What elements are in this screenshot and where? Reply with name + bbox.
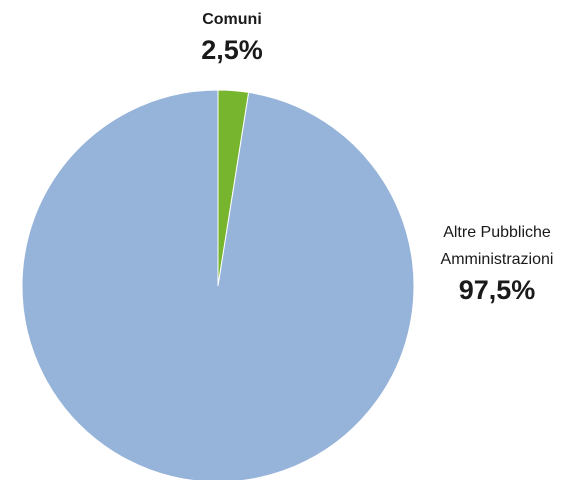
slice-label: Comuni 2,5% xyxy=(172,6,292,67)
value-label: 97,5% xyxy=(458,275,536,305)
value-label: 2,5% xyxy=(201,35,263,65)
category-label: Altre Pubbliche Amministrazioni xyxy=(440,224,554,268)
category-label: Comuni xyxy=(202,11,262,28)
slice-label: Altre Pubbliche Amministrazioni 97,5% xyxy=(432,219,562,307)
pie-slice xyxy=(21,89,415,480)
